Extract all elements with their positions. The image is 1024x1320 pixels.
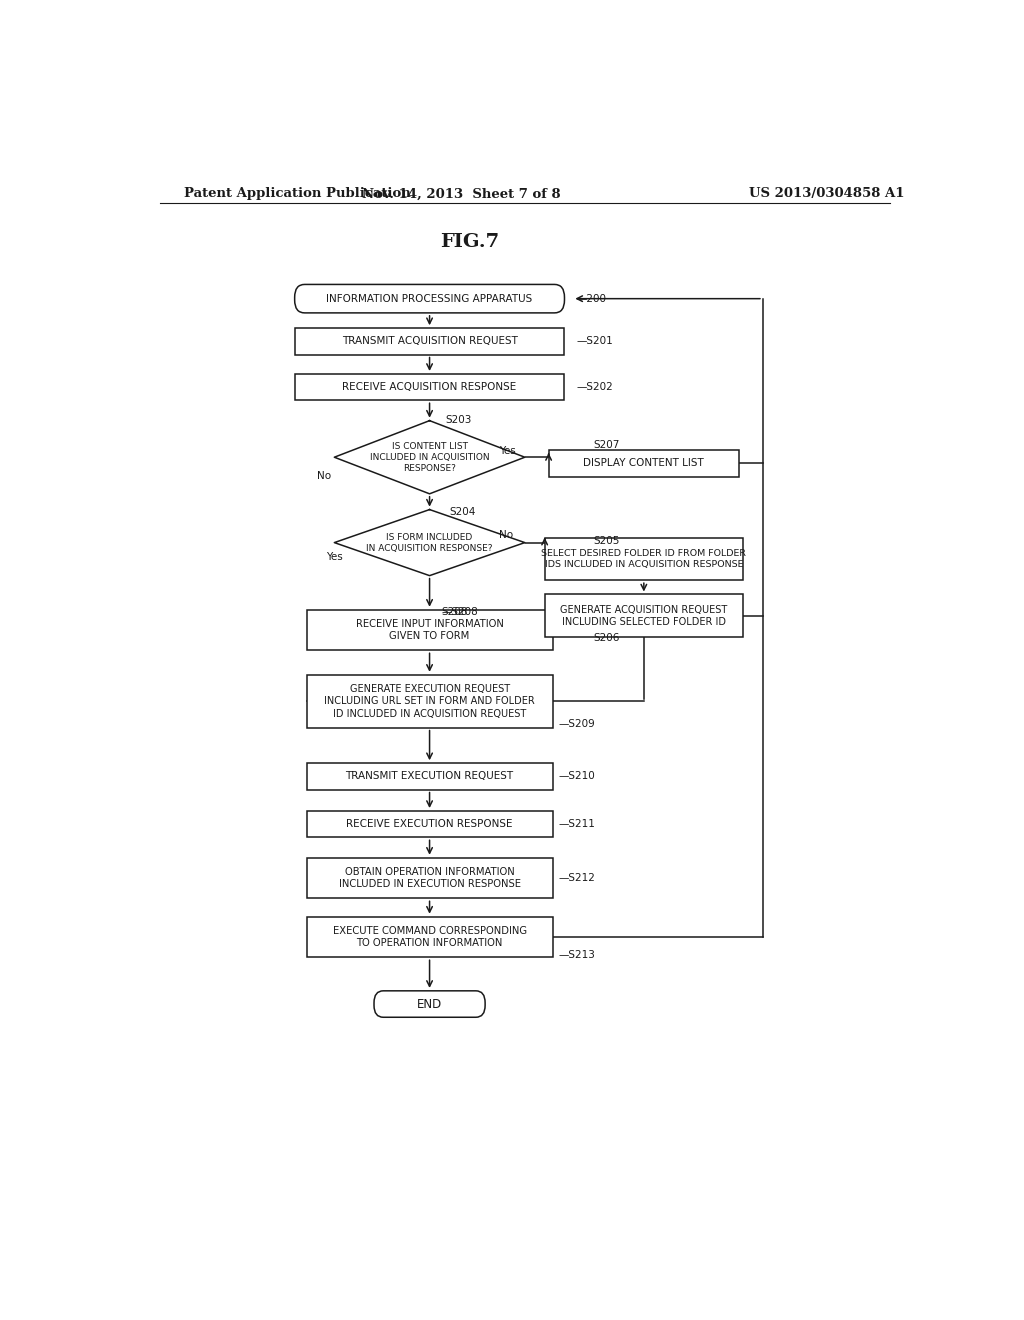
FancyBboxPatch shape [306,763,553,789]
Text: EXECUTE COMMAND CORRESPONDING
TO OPERATION INFORMATION: EXECUTE COMMAND CORRESPONDING TO OPERATI… [333,925,526,948]
Polygon shape [334,510,524,576]
Text: RECEIVE EXECUTION RESPONSE: RECEIVE EXECUTION RESPONSE [346,820,513,829]
FancyBboxPatch shape [306,675,553,727]
FancyBboxPatch shape [549,450,739,477]
FancyBboxPatch shape [295,329,564,355]
Text: S206: S206 [594,634,621,643]
Text: US 2013/0304858 A1: US 2013/0304858 A1 [749,187,904,201]
Text: RECEIVE ACQUISITION RESPONSE: RECEIVE ACQUISITION RESPONSE [342,381,517,392]
FancyBboxPatch shape [374,991,485,1018]
Text: Yes: Yes [327,552,343,562]
Text: TRANSMIT ACQUISITION REQUEST: TRANSMIT ACQUISITION REQUEST [342,337,517,346]
Text: —S202: —S202 [577,381,613,392]
Text: S204: S204 [450,507,476,517]
Text: GENERATE ACQUISITION REQUEST
INCLUDING SELECTED FOLDER ID: GENERATE ACQUISITION REQUEST INCLUDING S… [560,605,727,627]
FancyBboxPatch shape [306,858,553,899]
Text: —S211: —S211 [558,820,595,829]
FancyBboxPatch shape [545,537,743,581]
Text: —S201: —S201 [577,337,613,346]
Text: FIG.7: FIG.7 [439,232,499,251]
Text: —200: —200 [577,293,606,304]
Text: S207: S207 [594,440,621,450]
Text: No: No [500,531,513,540]
Text: END: END [417,998,442,1011]
FancyBboxPatch shape [295,374,564,400]
FancyBboxPatch shape [295,284,564,313]
Text: OBTAIN OPERATION INFORMATION
INCLUDED IN EXECUTION RESPONSE: OBTAIN OPERATION INFORMATION INCLUDED IN… [339,867,520,890]
Text: DISPLAY CONTENT LIST: DISPLAY CONTENT LIST [584,458,705,469]
Text: IS CONTENT LIST
INCLUDED IN ACQUISITION
RESPONSE?: IS CONTENT LIST INCLUDED IN ACQUISITION … [370,442,489,473]
Text: —S213: —S213 [558,950,595,960]
Text: —S209: —S209 [558,718,595,729]
Text: S205: S205 [594,536,621,545]
Text: Patent Application Publication: Patent Application Publication [183,187,411,201]
Text: S203: S203 [445,414,472,425]
Text: TRANSMIT EXECUTION REQUEST: TRANSMIT EXECUTION REQUEST [345,771,514,781]
Text: IS FORM INCLUDED
IN ACQUISITION RESPONSE?: IS FORM INCLUDED IN ACQUISITION RESPONSE… [367,532,493,553]
Text: No: No [316,470,331,480]
Polygon shape [334,421,524,494]
Text: —S208: —S208 [441,607,478,616]
Text: INFORMATION PROCESSING APPARATUS: INFORMATION PROCESSING APPARATUS [327,293,532,304]
Text: SELECT DESIRED FOLDER ID FROM FOLDER
IDS INCLUDED IN ACQUISITION RESPONSE: SELECT DESIRED FOLDER ID FROM FOLDER IDS… [542,549,746,569]
Text: Yes: Yes [500,446,516,457]
Text: Nov. 14, 2013  Sheet 7 of 8: Nov. 14, 2013 Sheet 7 of 8 [362,187,560,201]
Text: GENERATE EXECUTION REQUEST
INCLUDING URL SET IN FORM AND FOLDER
ID INCLUDED IN A: GENERATE EXECUTION REQUEST INCLUDING URL… [325,684,535,718]
FancyBboxPatch shape [306,610,553,651]
Text: RECEIVE INPUT INFORMATION
GIVEN TO FORM: RECEIVE INPUT INFORMATION GIVEN TO FORM [355,619,504,642]
FancyBboxPatch shape [306,810,553,837]
FancyBboxPatch shape [545,594,743,638]
Text: —S212: —S212 [558,873,595,883]
Text: —S210: —S210 [558,771,595,781]
FancyBboxPatch shape [306,916,553,957]
Text: S208: S208 [441,607,468,616]
